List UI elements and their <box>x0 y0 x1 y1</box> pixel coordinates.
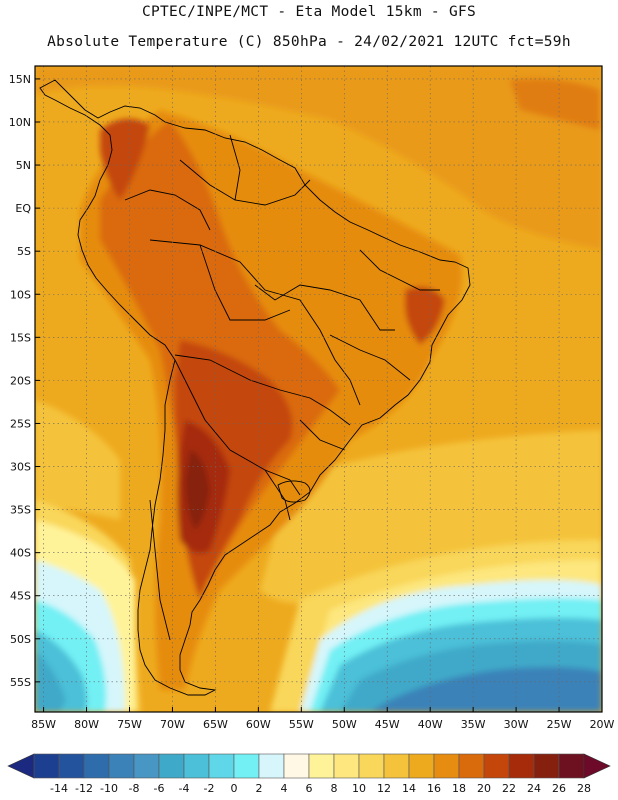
colorbar-label: -12 <box>75 782 93 795</box>
colorbar-swatch <box>33 753 60 779</box>
colorbar-label: -4 <box>179 782 190 795</box>
colorbar-swatch <box>208 753 235 779</box>
lon-tick-label: 25W <box>547 718 572 731</box>
colorbar-label: -8 <box>129 782 140 795</box>
lat-tick-label: 25S <box>10 417 31 430</box>
colorbar-max-arrow <box>583 753 611 779</box>
lon-tick-label: 30W <box>504 718 529 731</box>
lon-tick-label: 20W <box>590 718 615 731</box>
colorbar-label: -14 <box>50 782 68 795</box>
colorbar-label: 12 <box>377 782 391 795</box>
lat-tick-label: 10N <box>9 116 31 129</box>
colorbar-label: 0 <box>231 782 238 795</box>
colorbar-label: 8 <box>331 782 338 795</box>
colorbar-swatch <box>158 753 185 779</box>
colorbar-label: -6 <box>154 782 165 795</box>
lon-tick-label: 40W <box>418 718 443 731</box>
lon-tick-label: 60W <box>246 718 271 731</box>
lat-tick-label: 20S <box>10 374 31 387</box>
colorbar-swatch <box>108 753 135 779</box>
colorbar-swatch <box>233 753 260 779</box>
colorbar-label: 26 <box>552 782 566 795</box>
colorbar-swatch <box>258 753 285 779</box>
lat-tick-label: 45S <box>10 590 31 603</box>
colorbar-min-arrow <box>7 753 35 779</box>
colorbar-label: 16 <box>427 782 441 795</box>
colorbar-swatch <box>558 753 585 779</box>
chart-title: CPTEC/INPE/MCT - Eta Model 15km - GFS <box>141 4 477 20</box>
colorbar-swatch <box>83 753 110 779</box>
colorbar-swatch <box>308 753 335 779</box>
colorbar-label: 20 <box>477 782 491 795</box>
colorbar-label: 6 <box>306 782 313 795</box>
longitude-labels: 85W 80W 75W 70W 65W 60W 55W 50W 45W 40W 35W 30W 25W 2… <box>31 707 615 731</box>
lat-tick-label: 10S <box>10 288 31 301</box>
colorbar-swatch <box>483 753 510 779</box>
colorbar-swatch <box>183 753 210 779</box>
colorbar-swatch <box>133 753 160 779</box>
lon-tick-label: 65W <box>203 718 228 731</box>
colorbar-swatch <box>508 753 535 779</box>
lat-tick-label: 30S <box>10 461 31 474</box>
colorbar-swatch <box>408 753 435 779</box>
lat-tick-label: 15N <box>9 73 31 86</box>
colorbar-label: 28 <box>577 782 591 795</box>
latitude-labels: 15N 10N 5N EQ 5S 10S 15S 20S 25S 30S 35S 40S 45S 50S 5… <box>9 73 40 689</box>
lon-tick-label: 75W <box>117 718 142 731</box>
coastline <box>39 79 471 696</box>
lon-tick-label: 35W <box>461 718 486 731</box>
lat-tick-label: 15S <box>10 331 31 344</box>
colorbar: -14 -12 -10 -8 -6 -4 -2 0 2 4 6 8 10 12 14 16 18 20 22 24 26… <box>7 753 611 795</box>
temperature-field <box>35 66 602 712</box>
colorbar-swatch <box>458 753 485 779</box>
lat-tick-label: 40S <box>10 547 31 560</box>
colorbar-swatch <box>533 753 560 779</box>
lat-tick-label: 35S <box>10 504 31 517</box>
lat-tick-label: 5N <box>16 159 31 172</box>
lon-tick-label: 55W <box>289 718 314 731</box>
colorbar-swatch <box>358 753 385 779</box>
map-frame <box>34 65 603 713</box>
lat-tick-label: 5S <box>17 245 31 258</box>
colorbar-label: -10 <box>100 782 118 795</box>
lon-tick-label: 70W <box>160 718 185 731</box>
chart-subtitle: Absolute Temperature (C) 850hPa - 24/02/… <box>47 34 571 50</box>
colorbar-swatch <box>433 753 460 779</box>
lon-tick-label: 45W <box>375 718 400 731</box>
lat-tick-label: EQ <box>15 202 31 215</box>
colorbar-label: 4 <box>281 782 288 795</box>
colorbar-swatch <box>333 753 360 779</box>
lat-lon-grid <box>35 66 602 712</box>
lat-tick-label: 55S <box>10 676 31 689</box>
lon-tick-label: 85W <box>31 718 56 731</box>
lon-tick-label: 50W <box>332 718 357 731</box>
colorbar-swatch <box>58 753 85 779</box>
colorbar-label: 10 <box>352 782 366 795</box>
lat-tick-label: 50S <box>10 633 31 646</box>
colorbar-swatch <box>383 753 410 779</box>
colorbar-label: 18 <box>452 782 466 795</box>
colorbar-label: 2 <box>256 782 263 795</box>
colorbar-label: 22 <box>502 782 516 795</box>
colorbar-label: 24 <box>527 782 541 795</box>
lon-tick-label: 80W <box>74 718 99 731</box>
colorbar-label: -2 <box>204 782 215 795</box>
colorbar-swatch <box>283 753 310 779</box>
colorbar-label: 14 <box>402 782 416 795</box>
